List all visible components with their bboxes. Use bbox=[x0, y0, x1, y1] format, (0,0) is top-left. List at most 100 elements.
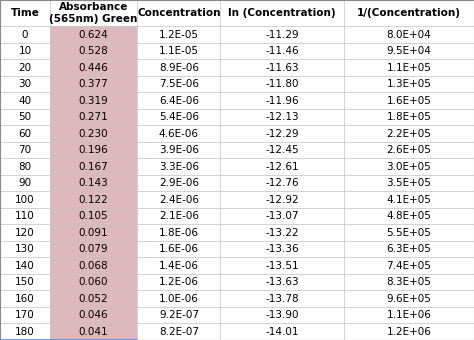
Text: 0.068: 0.068 bbox=[79, 261, 109, 271]
Bar bbox=[137, 224, 220, 241]
Bar bbox=[50, 125, 137, 142]
Text: 8.0E+04: 8.0E+04 bbox=[386, 30, 431, 40]
Text: Absorbance
(565nm) Green: Absorbance (565nm) Green bbox=[49, 2, 138, 24]
Bar bbox=[50, 158, 137, 175]
Bar bbox=[220, 125, 344, 142]
Text: 0.105: 0.105 bbox=[79, 211, 109, 221]
Text: 5.4E-06: 5.4E-06 bbox=[159, 112, 199, 122]
Text: 30: 30 bbox=[18, 79, 31, 89]
Text: -13.78: -13.78 bbox=[265, 294, 299, 304]
Bar bbox=[344, 307, 474, 323]
Text: 40: 40 bbox=[18, 96, 31, 106]
Text: 1.6E-06: 1.6E-06 bbox=[159, 244, 199, 254]
Text: 1.1E+06: 1.1E+06 bbox=[386, 310, 431, 320]
Bar bbox=[220, 142, 344, 158]
Text: 80: 80 bbox=[18, 162, 31, 172]
Text: 0.167: 0.167 bbox=[79, 162, 109, 172]
Text: 150: 150 bbox=[15, 277, 35, 287]
Bar bbox=[137, 76, 220, 92]
Bar bbox=[137, 191, 220, 208]
Text: 140: 140 bbox=[15, 261, 35, 271]
Bar bbox=[50, 59, 137, 76]
Bar bbox=[344, 208, 474, 224]
Text: -11.63: -11.63 bbox=[265, 63, 299, 73]
Text: 0.271: 0.271 bbox=[79, 112, 109, 122]
Text: 1.1E+05: 1.1E+05 bbox=[386, 63, 431, 73]
Bar bbox=[220, 27, 344, 43]
Text: 90: 90 bbox=[18, 178, 31, 188]
Bar bbox=[344, 43, 474, 60]
Text: 0.230: 0.230 bbox=[79, 129, 109, 139]
Bar bbox=[50, 43, 137, 60]
Text: 0.446: 0.446 bbox=[79, 63, 109, 73]
Bar bbox=[220, 59, 344, 76]
Bar bbox=[344, 175, 474, 191]
Text: 50: 50 bbox=[18, 112, 31, 122]
Bar bbox=[137, 290, 220, 307]
Text: 180: 180 bbox=[15, 327, 35, 337]
Bar bbox=[0, 224, 50, 241]
Text: 1.4E-06: 1.4E-06 bbox=[159, 261, 199, 271]
Bar bbox=[344, 142, 474, 158]
Text: 20: 20 bbox=[18, 63, 31, 73]
Bar bbox=[220, 109, 344, 125]
Text: -12.29: -12.29 bbox=[265, 129, 299, 139]
Bar bbox=[220, 175, 344, 191]
Text: 8.9E-06: 8.9E-06 bbox=[159, 63, 199, 73]
Bar bbox=[137, 208, 220, 224]
Bar bbox=[137, 0, 220, 27]
Text: 130: 130 bbox=[15, 244, 35, 254]
Bar bbox=[50, 0, 137, 27]
Text: 9.6E+05: 9.6E+05 bbox=[386, 294, 431, 304]
Bar bbox=[0, 142, 50, 158]
Text: 0.196: 0.196 bbox=[79, 145, 109, 155]
Bar bbox=[0, 76, 50, 92]
Bar bbox=[50, 142, 137, 158]
Text: 7.4E+05: 7.4E+05 bbox=[386, 261, 431, 271]
Bar bbox=[220, 257, 344, 274]
Text: 110: 110 bbox=[15, 211, 35, 221]
Bar bbox=[0, 274, 50, 290]
Text: 100: 100 bbox=[15, 195, 35, 205]
Text: -12.76: -12.76 bbox=[265, 178, 299, 188]
Text: -13.90: -13.90 bbox=[265, 310, 299, 320]
Text: 2.6E+05: 2.6E+05 bbox=[386, 145, 431, 155]
Text: 8.3E+05: 8.3E+05 bbox=[386, 277, 431, 287]
Text: 170: 170 bbox=[15, 310, 35, 320]
Bar bbox=[50, 92, 137, 109]
Text: 3.0E+05: 3.0E+05 bbox=[386, 162, 431, 172]
Text: 1.8E-06: 1.8E-06 bbox=[159, 228, 199, 238]
Bar bbox=[137, 59, 220, 76]
Text: 1/(Concentration): 1/(Concentration) bbox=[357, 8, 461, 18]
Text: 0.091: 0.091 bbox=[79, 228, 109, 238]
Bar bbox=[344, 0, 474, 27]
Text: 0.052: 0.052 bbox=[79, 294, 109, 304]
Bar bbox=[220, 191, 344, 208]
Bar bbox=[137, 27, 220, 43]
Text: 5.5E+05: 5.5E+05 bbox=[386, 228, 431, 238]
Text: 160: 160 bbox=[15, 294, 35, 304]
Text: 120: 120 bbox=[15, 228, 35, 238]
Text: 0: 0 bbox=[22, 30, 28, 40]
Text: 1.2E-06: 1.2E-06 bbox=[159, 277, 199, 287]
Text: 0.046: 0.046 bbox=[79, 310, 109, 320]
Bar bbox=[0, 208, 50, 224]
Text: -13.51: -13.51 bbox=[265, 261, 299, 271]
Bar bbox=[50, 208, 137, 224]
Bar bbox=[220, 290, 344, 307]
Bar bbox=[344, 92, 474, 109]
Bar bbox=[0, 27, 50, 43]
Text: 0.319: 0.319 bbox=[79, 96, 109, 106]
Text: -13.36: -13.36 bbox=[265, 244, 299, 254]
Text: -13.22: -13.22 bbox=[265, 228, 299, 238]
Text: 6.4E-06: 6.4E-06 bbox=[159, 96, 199, 106]
Bar bbox=[137, 109, 220, 125]
Text: ln (Concentration): ln (Concentration) bbox=[228, 8, 336, 18]
Bar bbox=[50, 109, 137, 125]
Bar bbox=[50, 290, 137, 307]
Text: 8.2E-07: 8.2E-07 bbox=[159, 327, 199, 337]
Text: -12.13: -12.13 bbox=[265, 112, 299, 122]
Text: 4.8E+05: 4.8E+05 bbox=[386, 211, 431, 221]
Text: 1.3E+05: 1.3E+05 bbox=[386, 79, 431, 89]
Bar bbox=[344, 27, 474, 43]
